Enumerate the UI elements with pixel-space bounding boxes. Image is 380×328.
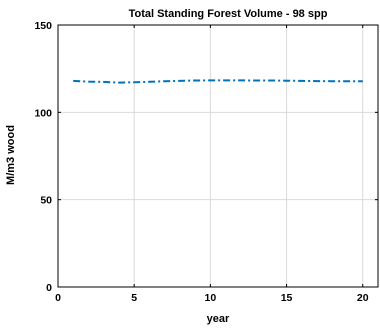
y-axis-label: M/m3 wood: [5, 125, 17, 185]
x-tick-label: 10: [205, 292, 217, 304]
x-tick-label: 20: [357, 292, 369, 304]
y-tick-label: 50: [40, 195, 52, 207]
series-line: [73, 79, 363, 84]
y-tick-label: 0: [46, 282, 52, 294]
x-tick-label: 15: [281, 292, 293, 304]
x-tick-label: 0: [55, 292, 61, 304]
y-tick-label: 100: [34, 107, 52, 119]
chart-title: Total Standing Forest Volume - 98 spp: [129, 8, 328, 20]
axes-box: [57, 24, 379, 288]
grid: [58, 25, 378, 287]
y-tick-label: 150: [34, 20, 52, 32]
axis-ticks: 0 5 10 15 20 0 50 100 150: [34, 20, 378, 304]
x-axis-label: year: [207, 313, 230, 325]
plot-area: [73, 79, 363, 84]
x-tick-label: 5: [131, 292, 137, 304]
